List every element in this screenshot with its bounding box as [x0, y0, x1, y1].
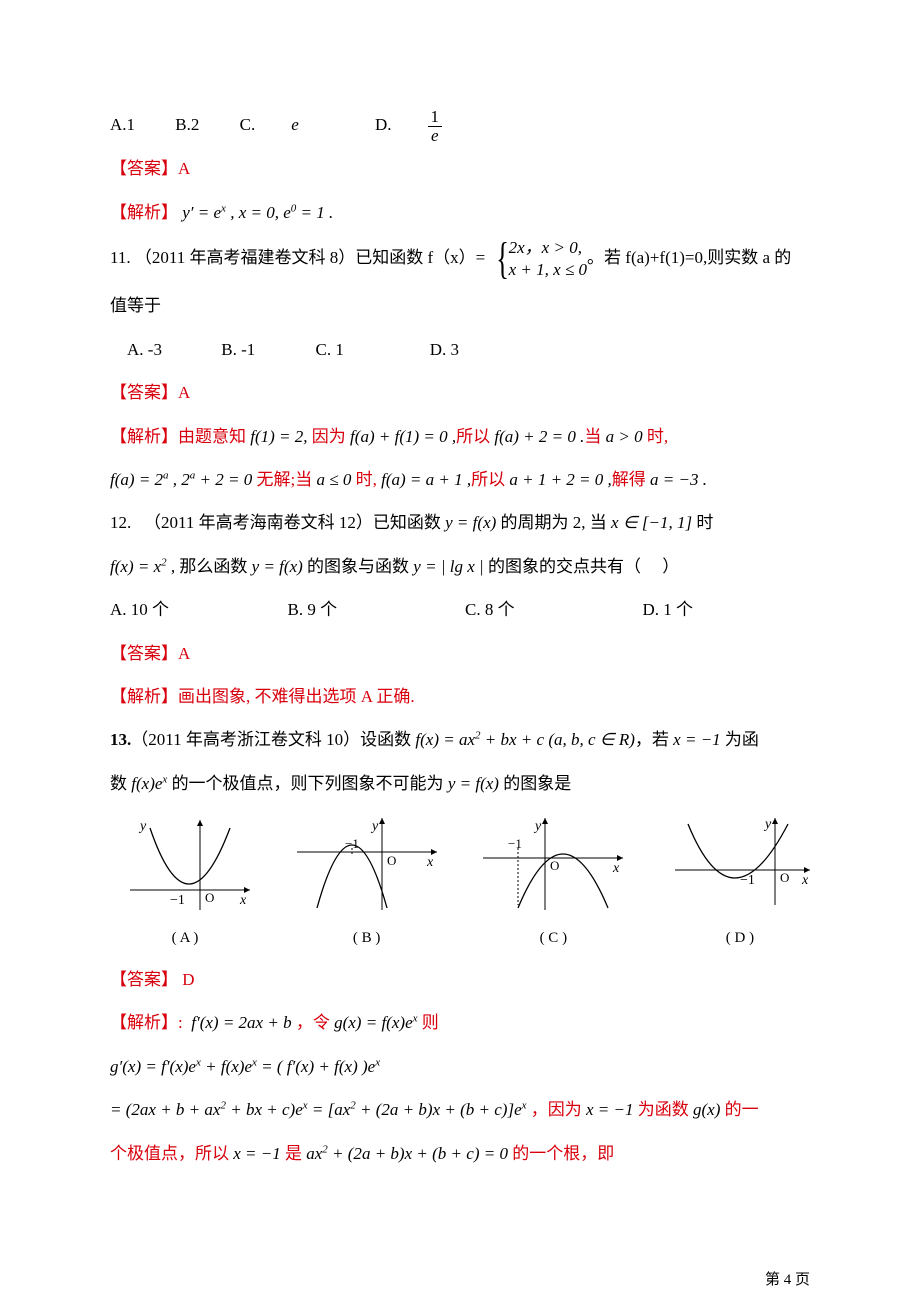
q13-sol-line4: 个极值点，所以 x = −1 是 ax2 + (2a + b)x + (b + …: [110, 1135, 820, 1172]
svg-text:−1: −1: [508, 836, 522, 851]
svg-text:y: y: [533, 819, 542, 834]
q13-answer: 【答案】 D: [110, 961, 820, 998]
q13-figures: y x O −1 ( A ) y x O −1 ( B ): [110, 810, 820, 955]
q13-line1: 13.（2011 年高考浙江卷文科 10）设函数 f(x) = ax2 + bx…: [110, 721, 820, 758]
opt-a: A.1: [110, 106, 135, 143]
opt-b: B.2: [175, 106, 199, 143]
svg-text:x: x: [239, 893, 247, 908]
q13-line2: 数 f(x)ex 的一个极值点，则下列图象不可能为 y = f(x) 的图象是: [110, 765, 820, 802]
page-body: A.1 B.2 C.e D.1e 【答案】A 【解析】 y′ = ex , x …: [0, 0, 920, 1238]
q13-sol-line3: = (2ax + b + ax2 + bx + c)ex = [ax2 + (2…: [110, 1091, 820, 1128]
q11-sol-line2: f(a) = 2a , 2a + 2 = 0 无解;当 a ≤ 0 时, f(a…: [110, 461, 820, 498]
opt-b: B. 9 个: [288, 591, 466, 628]
q10-options: A.1 B.2 C.e D.1e: [110, 106, 820, 144]
svg-text:O: O: [205, 890, 214, 905]
q10-sol-expr: y′ = ex , x = 0, e0 = 1 .: [178, 203, 333, 222]
opt-d: D. 3: [430, 331, 459, 368]
opt-c: C.e: [240, 106, 335, 143]
q10-answer: 【答案】A: [110, 150, 820, 187]
q11-stem-2: 值等于: [110, 287, 820, 324]
opt-d: D.1e: [375, 106, 514, 144]
q13-sol-line2: g′(x) = f′(x)ex + f(x)ex = ( f′(x) + f(x…: [110, 1048, 820, 1085]
opt-c: C. 1: [316, 331, 426, 368]
q12-solution: 【解析】画出图象, 不难得出选项 A 正确.: [110, 678, 820, 715]
q12-options: A. 10 个 B. 9 个 C. 8 个 D. 1 个: [110, 591, 820, 628]
fig-d: y x O −1 ( D ): [660, 810, 820, 955]
svg-text:O: O: [387, 853, 396, 868]
piecewise: { 2x，x > 0, x + 1, x ≤ 0: [490, 237, 588, 281]
q11-options: A. -3 B. -1 C. 1 D. 3: [110, 331, 820, 368]
fig-c: y x O −1 ( C ): [473, 810, 633, 955]
svg-text:y: y: [138, 819, 147, 834]
q12-answer: 【答案】A: [110, 635, 820, 672]
opt-d: D. 1 个: [643, 591, 821, 628]
opt-b: B. -1: [221, 331, 311, 368]
opt-a: A. 10 个: [110, 591, 288, 628]
svg-text:x: x: [426, 855, 434, 870]
svg-text:x: x: [801, 873, 809, 888]
q11-stem: 11. （2011 年高考福建卷文科 8）已知函数 f（x）= { 2x，x >…: [110, 237, 820, 281]
opt-c: C. 8 个: [465, 591, 643, 628]
q11-answer: 【答案】A: [110, 374, 820, 411]
svg-text:x: x: [612, 861, 620, 876]
svg-text:O: O: [780, 870, 789, 885]
q10-solution: 【解析】 y′ = ex , x = 0, e0 = 1 .: [110, 194, 820, 231]
q13-sol-line1: 【解析】: f′(x) = 2ax + b ，令 g(x) = f(x)ex 则: [110, 1004, 820, 1041]
svg-text:y: y: [763, 817, 772, 832]
brace-icon: {: [496, 237, 509, 281]
piece-bot: x + 1, x ≤ 0: [509, 259, 587, 281]
fig-a: y x O −1 ( A ): [110, 810, 260, 955]
svg-text:O: O: [550, 858, 559, 873]
q12-line2: f(x) = x2 , 那么函数 y = f(x) 的图象与函数 y = | l…: [110, 548, 820, 585]
svg-text:y: y: [370, 819, 379, 834]
fig-b: y x O −1 ( B ): [287, 810, 447, 955]
piece-top: 2x，x > 0,: [509, 237, 587, 259]
q11-sol-line1: 【解析】由题意知 f(1) = 2, 因为 f(a) + f(1) = 0 ,所…: [110, 418, 820, 455]
svg-text:−1: −1: [170, 893, 185, 908]
opt-a: A. -3: [127, 331, 217, 368]
page-number: 第 4 页: [0, 1238, 920, 1309]
q12-line1: 12. （2011 年高考海南卷文科 12）已知函数 y = f(x) 的周期为…: [110, 504, 820, 541]
